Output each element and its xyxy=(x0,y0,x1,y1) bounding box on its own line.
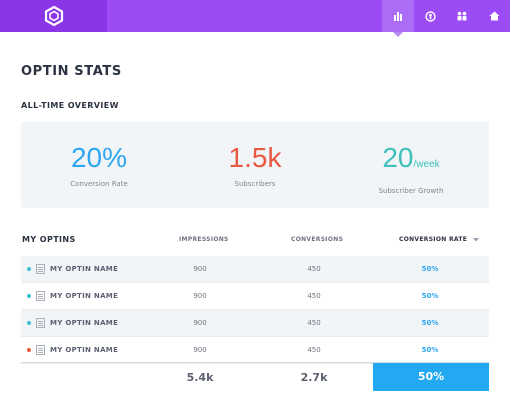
chevron-down-icon xyxy=(472,237,479,241)
table-row[interactable]: MY OPTIN NAME 900 450 50% xyxy=(21,337,489,364)
nav-home[interactable] xyxy=(478,0,510,32)
growth-unit: /week xyxy=(413,159,440,170)
optin-name[interactable]: MY OPTIN NAME xyxy=(50,346,119,354)
stat-conversion-rate: 20% Conversion Rate xyxy=(21,122,177,208)
bar-chart-icon xyxy=(394,12,402,21)
circle-user-icon xyxy=(424,10,436,22)
optins-table-header: MY OPTINS IMPRESSIONS CONVERSIONS CONVER… xyxy=(21,232,489,252)
status-dot xyxy=(27,267,31,271)
logo[interactable] xyxy=(0,0,107,32)
table-row[interactable]: MY OPTIN NAME 900 450 50% xyxy=(21,283,489,310)
conversion-rate-cell: 50% xyxy=(421,292,439,300)
column-conversion-rate[interactable]: CONVERSION RATE xyxy=(399,236,479,243)
table-row[interactable]: MY OPTIN NAME 900 450 50% xyxy=(21,310,489,337)
subscriber-growth-label: Subscriber Growth xyxy=(378,187,444,195)
total-conversions: 2.7k xyxy=(300,371,328,384)
impressions-cell: 900 xyxy=(193,346,207,354)
overview-title: ALL-TIME OVERVIEW xyxy=(21,101,119,110)
document-icon xyxy=(36,291,45,301)
status-dot xyxy=(27,348,31,352)
column-conversion-rate-label: CONVERSION RATE xyxy=(399,236,468,243)
growth-number: 20 xyxy=(382,142,414,173)
document-icon xyxy=(36,345,45,355)
impressions-cell: 900 xyxy=(193,265,207,273)
conversions-cell: 450 xyxy=(307,292,321,300)
conversion-rate-cell: 50% xyxy=(421,319,439,327)
document-icon xyxy=(36,318,45,328)
status-dot xyxy=(27,294,31,298)
subscribers-value: 1.5k xyxy=(228,142,282,173)
conversion-rate-label: Conversion Rate xyxy=(70,180,128,188)
status-dot xyxy=(27,321,31,325)
subscribers-label: Subscribers xyxy=(234,180,276,188)
stat-subscriber-growth: 20/week Subscriber Growth xyxy=(333,122,489,208)
column-impressions[interactable]: IMPRESSIONS xyxy=(179,236,229,243)
total-impressions: 5.4k xyxy=(186,371,214,384)
hexagon-logo-icon xyxy=(44,5,63,27)
impressions-cell: 900 xyxy=(193,292,207,300)
conversions-cell: 450 xyxy=(307,319,321,327)
top-bar xyxy=(0,0,510,37)
conversion-rate-value: 20% xyxy=(70,142,128,173)
column-conversions[interactable]: CONVERSIONS xyxy=(291,236,344,243)
home-icon xyxy=(489,11,499,21)
conversion-rate-cell: 50% xyxy=(421,265,439,273)
conversions-cell: 450 xyxy=(307,346,321,354)
overview-card: 20% Conversion Rate 1.5k Subscribers 20/… xyxy=(21,122,489,208)
optins-title: MY OPTINS xyxy=(22,235,76,244)
users-icon xyxy=(457,11,467,21)
stat-subscribers: 1.5k Subscribers xyxy=(177,122,333,208)
optin-name[interactable]: MY OPTIN NAME xyxy=(50,265,119,273)
totals-row: 5.4k 2.7k 50% xyxy=(21,362,489,391)
subscriber-growth-value: 20/week xyxy=(333,142,489,181)
optins-list: MY OPTIN NAME 900 450 50% MY OPTIN NAME … xyxy=(21,256,489,364)
top-nav xyxy=(382,0,510,37)
optin-name[interactable]: MY OPTIN NAME xyxy=(50,319,119,327)
page-title: OPTIN STATS xyxy=(21,64,122,79)
total-conversion-rate: 50% xyxy=(373,363,489,391)
document-icon xyxy=(36,264,45,274)
conversion-rate-cell: 50% xyxy=(421,346,439,354)
nav-users[interactable] xyxy=(446,0,478,32)
conversions-cell: 450 xyxy=(307,265,321,273)
nav-profile[interactable] xyxy=(414,0,446,32)
impressions-cell: 900 xyxy=(193,319,207,327)
optin-name[interactable]: MY OPTIN NAME xyxy=(50,292,119,300)
table-row[interactable]: MY OPTIN NAME 900 450 50% xyxy=(21,256,489,283)
nav-stats[interactable] xyxy=(382,0,414,37)
